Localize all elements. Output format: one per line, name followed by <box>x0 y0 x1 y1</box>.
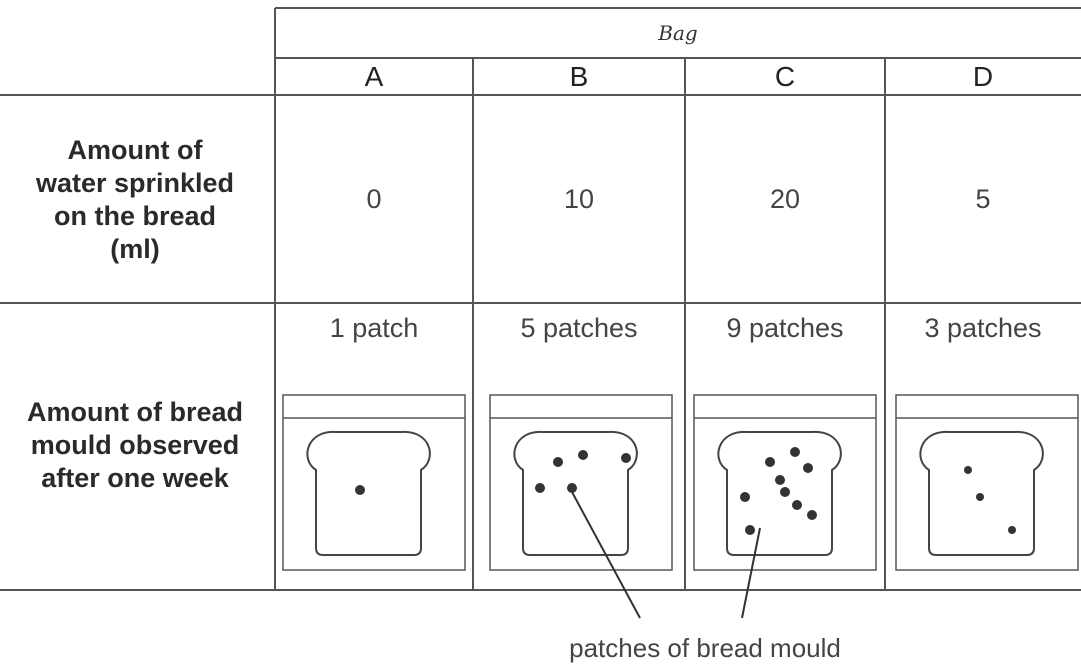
cell-value: 5 patches <box>520 312 638 343</box>
cell-value: 20 <box>769 183 801 214</box>
cell-value: 5 <box>975 183 991 214</box>
group-header: Bag <box>658 21 698 45</box>
cell-value: 9 patches <box>726 312 844 343</box>
mould-patches <box>355 447 1016 535</box>
cell-value: 10 <box>563 183 595 214</box>
caption: patches of bread mould <box>569 632 841 663</box>
row-label: Amount of water sprinkled on the bread (… <box>35 135 235 264</box>
column-header: C <box>774 60 796 92</box>
column-header: A <box>364 60 384 92</box>
row-label: Amount of bread mould observed after one… <box>27 396 243 493</box>
cell-value: 1 patch <box>329 312 419 343</box>
breads <box>306 430 1044 556</box>
cell-value: 0 <box>366 183 382 214</box>
table-grid <box>0 7 1081 591</box>
bags <box>282 394 1079 571</box>
pointer-lines <box>571 491 761 619</box>
column-header: B <box>569 60 589 92</box>
cell-value: 3 patches <box>924 312 1042 343</box>
column-header: D <box>972 60 994 92</box>
